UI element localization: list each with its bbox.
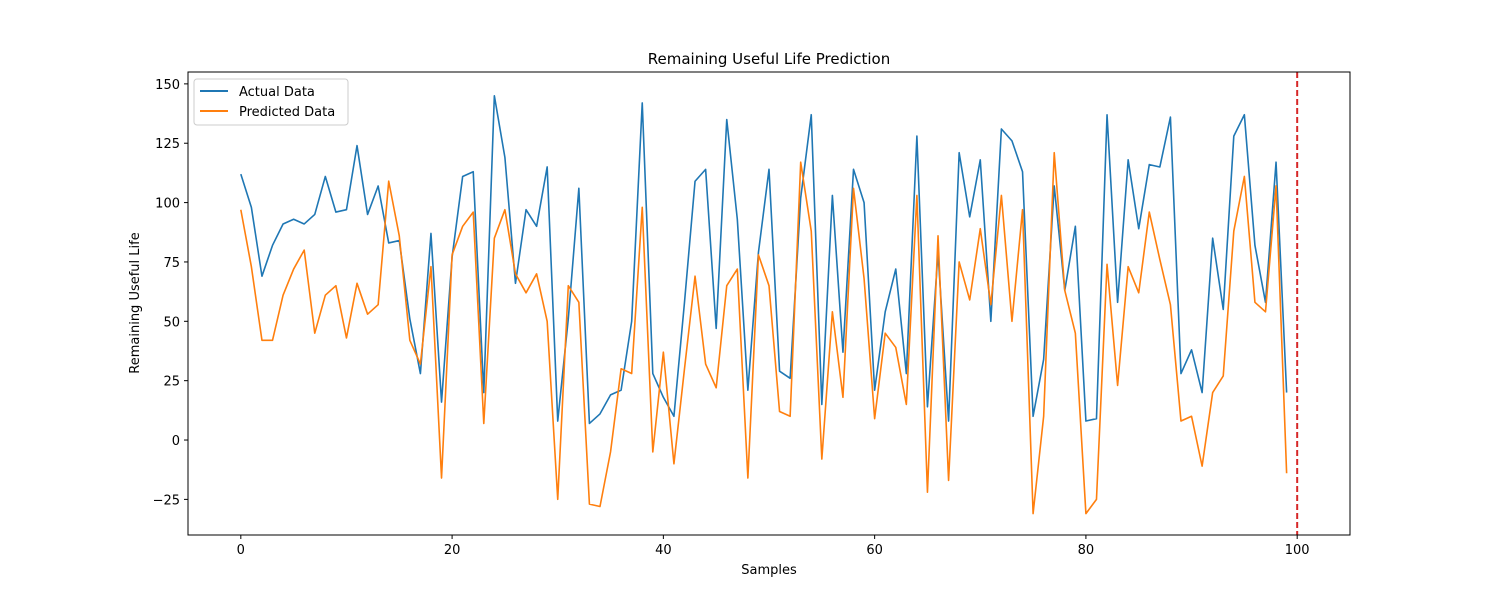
legend-label-predicted: Predicted Data (239, 105, 335, 120)
y-tick-label: 100 (155, 197, 180, 212)
series-line-predicted (240, 151, 1288, 515)
y-tick-label: −25 (153, 493, 180, 508)
x-tick-label: 0 (237, 543, 245, 558)
y-axis-label: Remaining Useful Life (128, 232, 143, 373)
x-axis-ticks: 0 20 40 60 80 100 (237, 535, 1310, 558)
x-tick-label: 100 (1285, 543, 1310, 558)
legend-box (193, 78, 349, 126)
x-tick-label: 80 (1078, 543, 1095, 558)
series-lines (240, 94, 1288, 515)
x-tick-label: 60 (866, 543, 883, 558)
legend: Actual Data Predicted Data (193, 78, 349, 126)
series-line-actual (240, 94, 1288, 425)
y-axis-ticks: −25 0 25 50 75 100 125 150 (153, 78, 188, 508)
legend-label-actual: Actual Data (239, 85, 315, 100)
y-tick-label: 50 (163, 315, 180, 330)
x-axis-label: Samples (741, 563, 797, 578)
x-tick-label: 40 (655, 543, 672, 558)
x-tick-label: 20 (444, 543, 461, 558)
y-tick-label: 125 (155, 137, 180, 152)
plot-area (188, 72, 1350, 535)
y-tick-label: 150 (155, 78, 180, 93)
plot-frame (187, 71, 1351, 536)
chart-title: Remaining Useful Life Prediction (648, 50, 890, 68)
y-tick-label: 25 (163, 375, 180, 390)
y-tick-label: 75 (163, 256, 180, 271)
y-tick-label: 0 (172, 434, 180, 449)
